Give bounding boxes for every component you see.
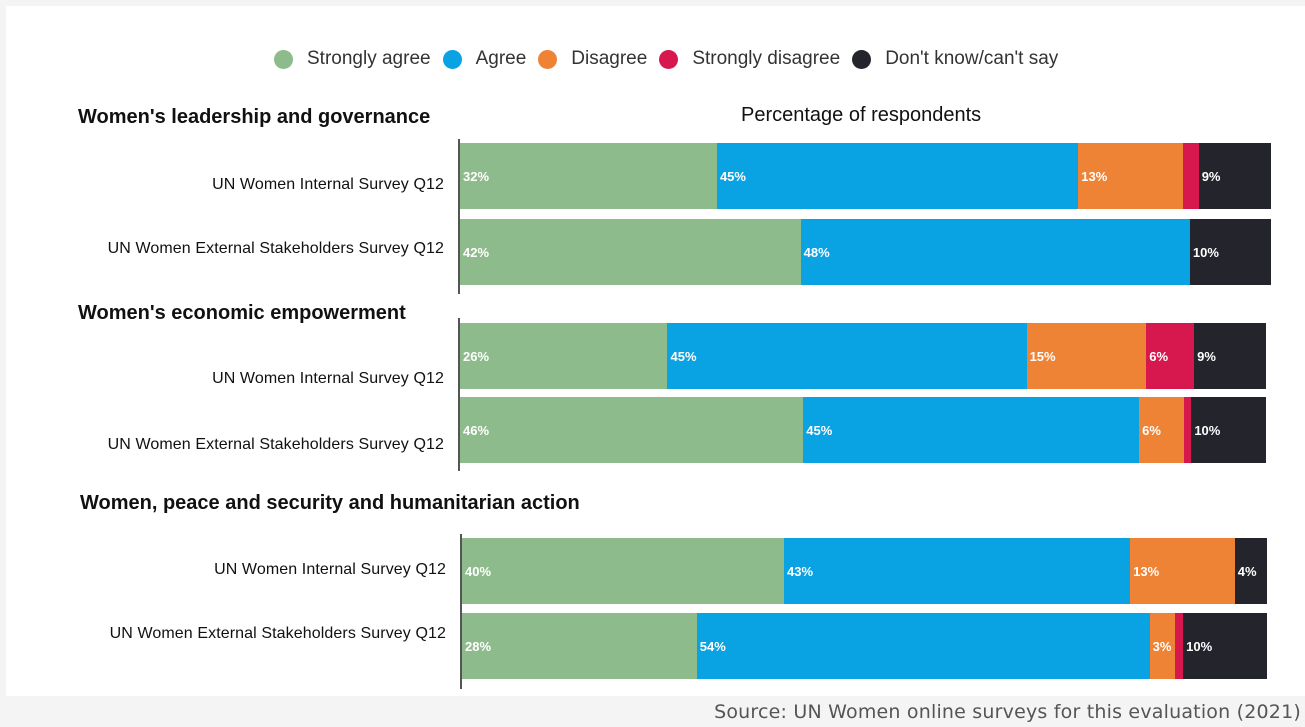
bar-segment: [1183, 397, 1192, 463]
section-title: Women's leadership and governance: [78, 106, 431, 128]
category-label: UN Women External Stakeholders Survey Q1…: [109, 625, 446, 642]
data-label: 26%: [463, 348, 490, 364]
data-label: 13%: [1133, 563, 1160, 579]
data-label: 10%: [1194, 422, 1221, 438]
data-label: 9%: [1197, 348, 1216, 364]
bar-segment: 10%: [1191, 397, 1266, 463]
bar-segment: [1182, 143, 1199, 209]
data-label: 15%: [1029, 348, 1056, 364]
bar-segment: 45%: [716, 143, 1079, 209]
bar-segment: [1174, 613, 1184, 679]
bar-segment: 45%: [667, 323, 1027, 389]
stacked-bar: 32% 45% 13% 9%: [460, 143, 1271, 209]
stacked-bar: 40% 43% 13% 4%: [462, 538, 1267, 604]
legend-item: Don't know/can't say: [852, 48, 1058, 70]
data-label: 10%: [1186, 638, 1213, 654]
category-label: UN Women Internal Survey Q12: [212, 370, 444, 387]
stacked-bar: 42% 48% 10%: [460, 219, 1271, 285]
bar-segment: 54%: [696, 613, 1150, 679]
axis-line: [458, 139, 460, 294]
bar-segment: 9%: [1198, 143, 1271, 209]
data-label: 13%: [1081, 168, 1108, 184]
category-label: UN Women Internal Survey Q12: [212, 176, 444, 193]
legend-label: Agree: [475, 48, 527, 69]
bar-segment: 15%: [1026, 323, 1147, 389]
bar-segment: 10%: [1183, 613, 1267, 679]
stacked-bar: 28% 54% 3% 10%: [462, 613, 1267, 679]
bar-segment: 26%: [460, 323, 668, 389]
legend-swatch: [538, 49, 558, 69]
bar-segment: 48%: [800, 219, 1190, 285]
data-label: 9%: [1201, 168, 1221, 184]
bar-segment: 6%: [1139, 397, 1184, 463]
data-label: 10%: [1192, 244, 1219, 260]
section-title: Women, peace and security and humanitari…: [80, 492, 580, 514]
legend-label: Disagree: [571, 48, 648, 69]
legend-item: Strongly agree: [274, 48, 431, 70]
bar-segment: 13%: [1078, 143, 1183, 209]
data-label: 46%: [463, 422, 490, 438]
bar-segment: 42%: [460, 219, 801, 285]
axis-line: [460, 534, 462, 689]
axis-line: [458, 318, 460, 471]
bar-segment: 9%: [1194, 323, 1266, 389]
bar-segment: 10%: [1189, 219, 1271, 285]
data-label: 45%: [806, 422, 833, 438]
legend-label: Don't know/can't say: [885, 48, 1059, 69]
legend-swatch: [852, 49, 872, 69]
legend-label: Strongly agree: [307, 48, 431, 69]
bar-segment: 32%: [460, 143, 717, 209]
data-label: 4%: [1237, 563, 1257, 579]
bar-segment: 28%: [462, 613, 697, 679]
data-label: 45%: [670, 348, 697, 364]
data-label: 28%: [465, 638, 492, 654]
data-label: 6%: [1142, 422, 1161, 438]
bar-segment: 13%: [1130, 538, 1235, 604]
legend-item: Disagree: [538, 48, 647, 70]
bar-segment: 40%: [462, 538, 784, 604]
x-axis-title: Percentage of respondents: [741, 104, 982, 126]
data-label: 3%: [1152, 638, 1172, 654]
category-label: UN Women Internal Survey Q12: [214, 561, 446, 578]
source-note: Source: UN Women online surveys for this…: [714, 701, 1301, 723]
data-label: 42%: [463, 244, 490, 260]
bar-segment: 43%: [784, 538, 1131, 604]
stacked-bar: 26% 45% 15% 6% 9%: [460, 323, 1266, 389]
bar-segment: 45%: [803, 397, 1140, 463]
stacked-bar: 46% 45% 6% 10%: [460, 397, 1266, 463]
legend-label: Strongly disagree: [692, 48, 841, 69]
legend-item: Strongly disagree: [659, 48, 840, 70]
bar-segment: 46%: [460, 397, 804, 463]
bar-segment: 6%: [1146, 323, 1195, 389]
data-label: 43%: [787, 563, 814, 579]
data-label: 40%: [465, 563, 492, 579]
category-label: UN Women External Stakeholders Survey Q1…: [107, 436, 444, 453]
data-label: 48%: [803, 244, 830, 260]
data-label: 32%: [463, 168, 490, 184]
section-title: Women's economic empowerment: [78, 302, 406, 324]
data-label: 45%: [719, 168, 746, 184]
legend-swatch: [659, 49, 679, 69]
legend: Strongly agree Agree Disagree Strongly disa…: [274, 48, 1070, 70]
legend-item: Agree: [442, 48, 527, 70]
data-label: 6%: [1149, 348, 1169, 364]
bar-segment: 4%: [1234, 538, 1267, 604]
chart-panel: Strongly agree Agree Disagree Strongly disa…: [6, 6, 1305, 696]
data-label: 54%: [699, 638, 726, 654]
category-label: UN Women External Stakeholders Survey Q1…: [107, 240, 444, 257]
bar-segment: 3%: [1149, 613, 1175, 679]
legend-swatch: [274, 49, 293, 69]
legend-swatch: [442, 49, 462, 69]
